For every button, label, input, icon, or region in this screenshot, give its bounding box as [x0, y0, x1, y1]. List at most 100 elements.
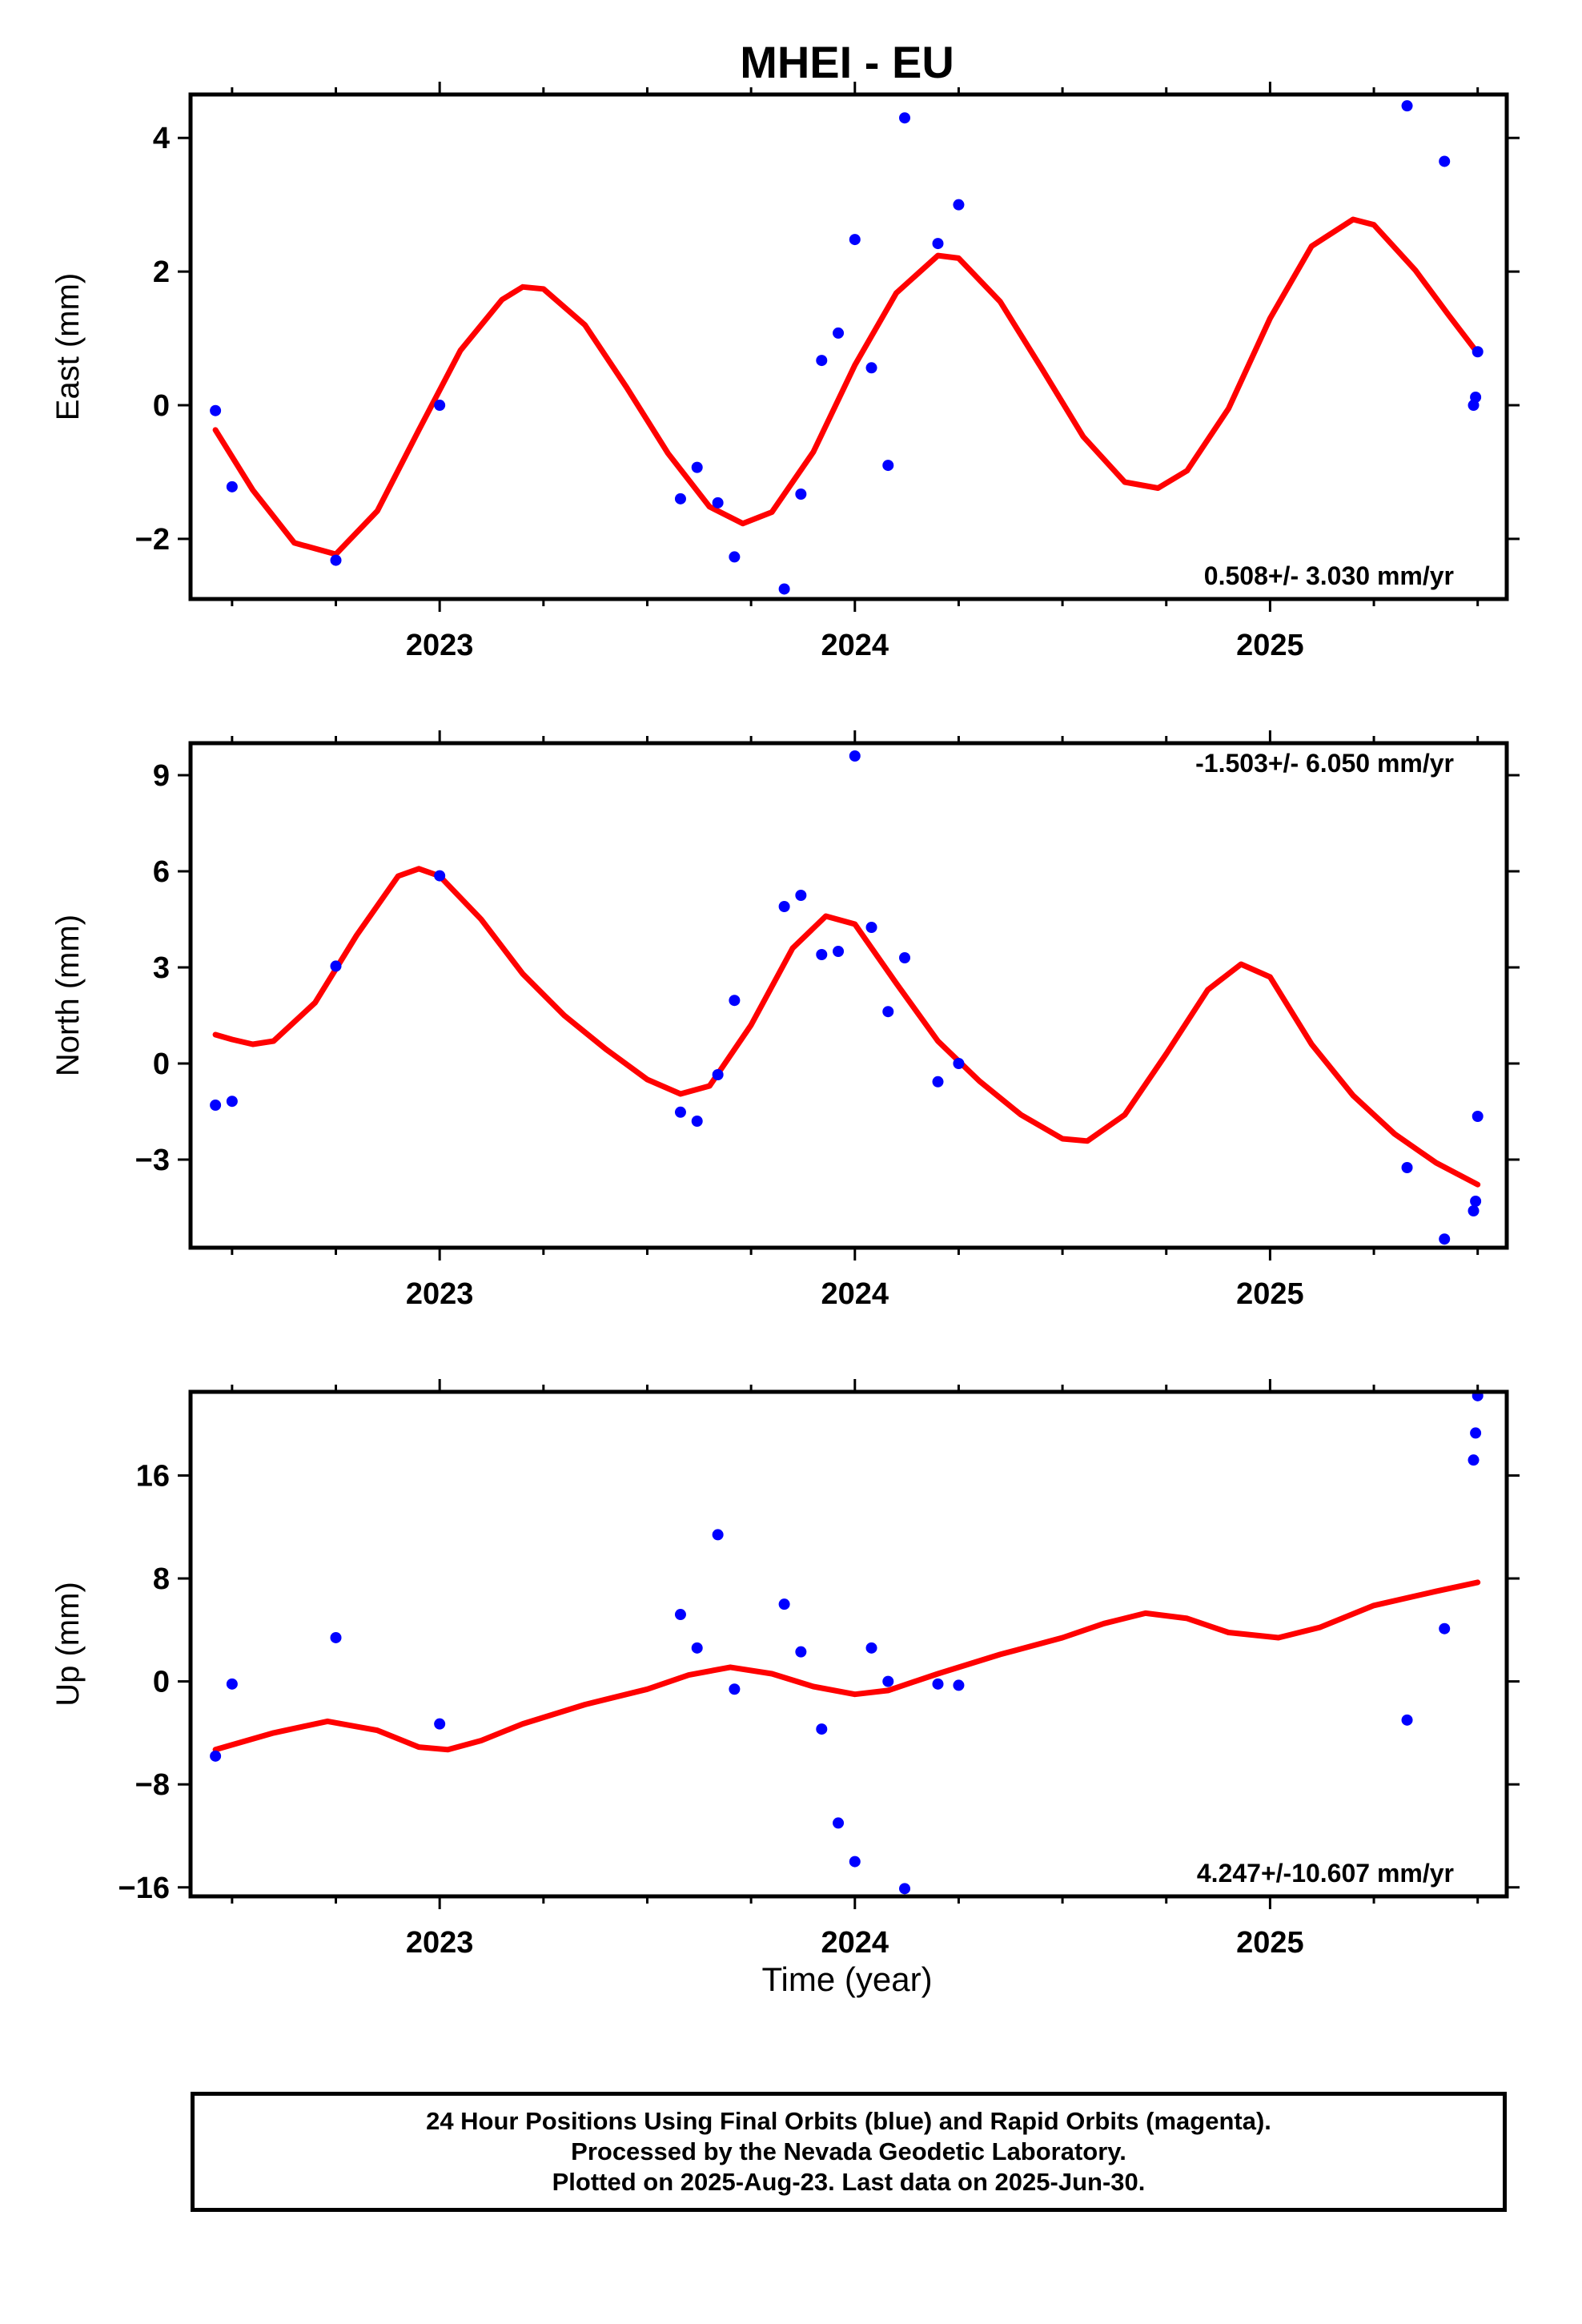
- north-plot-area: [210, 750, 1484, 1245]
- north-data-point: [865, 922, 877, 933]
- north-data-point: [674, 1106, 686, 1118]
- east-fit-curve: [212, 216, 1481, 557]
- east-data-point: [1472, 346, 1484, 358]
- up-y-tick-label: 8: [153, 1562, 170, 1596]
- up-data-point: [1401, 1714, 1413, 1726]
- up-data-point: [729, 1683, 741, 1695]
- north-frame: [188, 741, 1509, 1250]
- east-data-point: [882, 460, 894, 472]
- north-data-point: [778, 901, 790, 912]
- north-data-point: [434, 870, 446, 882]
- east-data-point: [816, 355, 828, 367]
- north-y-tick-label: 3: [153, 951, 170, 985]
- east-data-point: [434, 400, 446, 412]
- east-data-point: [729, 551, 741, 563]
- footer-line-1: 24 Hour Positions Using Final Orbits (bl…: [426, 2107, 1271, 2135]
- up-y-tick-label: 16: [136, 1459, 170, 1493]
- east-plot-area: [210, 100, 1484, 595]
- north-data-point: [1401, 1162, 1413, 1173]
- north-data-point: [210, 1100, 222, 1111]
- north-y-tick-label: 9: [153, 759, 170, 793]
- up-x-tick-label: 2023: [406, 1926, 474, 1960]
- east-data-point: [1470, 392, 1482, 403]
- east-y-tick-label: 0: [153, 389, 170, 423]
- north-y-tick-label: 6: [153, 855, 170, 889]
- east-y-tick-label: 4: [153, 122, 170, 155]
- east-data-point: [849, 234, 861, 246]
- up-data-point: [816, 1723, 828, 1735]
- east-data-point: [795, 488, 807, 500]
- up-data-point: [691, 1642, 703, 1654]
- north-data-point: [1439, 1233, 1451, 1245]
- north-data-point: [1470, 1196, 1482, 1207]
- up-y-tick-label: −8: [135, 1768, 170, 1802]
- up-data-point: [882, 1675, 894, 1687]
- east-data-point: [778, 583, 790, 595]
- east-y-tick-label: 2: [153, 255, 170, 289]
- up-frame: [188, 1389, 1509, 1899]
- up-data-point: [932, 1678, 944, 1690]
- north-data-point: [953, 1058, 965, 1069]
- footer-caption: 24 Hour Positions Using Final Orbits (bl…: [191, 2092, 1507, 2212]
- north-data-point: [691, 1116, 703, 1127]
- east-data-point: [899, 112, 911, 124]
- up-data-point: [865, 1642, 877, 1654]
- north-data-point: [795, 890, 807, 901]
- east-data-point: [1439, 155, 1451, 167]
- up-data-point: [1468, 1454, 1480, 1466]
- up-rate-label: 4.247+/-10.607 mm/yr: [1197, 1859, 1454, 1888]
- east-data-point: [865, 362, 877, 374]
- up-fit-curve: [212, 1579, 1481, 1753]
- north-x-tick-label: 2024: [821, 1277, 889, 1311]
- up-data-point: [1472, 1392, 1484, 1401]
- north-data-point: [729, 995, 741, 1007]
- up-data-point: [953, 1679, 965, 1691]
- up-plot-area: [210, 1392, 1484, 1895]
- north-x-tick-label: 2023: [406, 1277, 474, 1311]
- east-data-point: [833, 327, 845, 339]
- east-y-axis-label: East (mm): [50, 273, 86, 420]
- footer-line-2: Processed by the Nevada Geodetic Laborat…: [571, 2137, 1126, 2165]
- north-y-tick-label: 0: [153, 1047, 170, 1081]
- north-data-point: [712, 1069, 724, 1080]
- north-data-point: [816, 949, 828, 960]
- up-data-point: [674, 1609, 686, 1621]
- east-data-point: [210, 404, 222, 416]
- up-panel: 2023 2024 2025 −16 −8 0 8 16 Up (mm) 4.247+/-10.6…: [50, 1379, 1520, 1960]
- north-data-point: [330, 960, 342, 972]
- north-fit-curve: [212, 866, 1481, 1188]
- north-data-point: [1472, 1111, 1484, 1122]
- up-data-point: [712, 1529, 724, 1541]
- up-data-point: [330, 1631, 342, 1643]
- up-data-point: [434, 1718, 446, 1730]
- up-x-tick-label: 2025: [1236, 1926, 1304, 1960]
- up-data-point: [778, 1598, 790, 1610]
- up-data-point: [849, 1856, 861, 1868]
- footer-line-3: Plotted on 2025-Aug-23. Last data on 202…: [552, 2168, 1146, 2196]
- up-y-axis-label: Up (mm): [50, 1582, 86, 1707]
- up-x-tick-label: 2024: [821, 1926, 889, 1960]
- east-data-point: [712, 497, 724, 509]
- east-data-point: [1401, 100, 1413, 112]
- east-data-point: [932, 238, 944, 250]
- north-data-point: [226, 1096, 238, 1108]
- east-data-point: [226, 480, 238, 493]
- east-x-tick-label: 2024: [821, 629, 889, 662]
- up-data-point: [833, 1817, 845, 1829]
- east-data-point: [691, 461, 703, 473]
- north-data-point: [899, 952, 911, 963]
- north-data-point: [849, 750, 861, 762]
- north-data-point: [833, 946, 845, 957]
- up-data-point: [795, 1646, 807, 1658]
- east-panel: 2023 2024 2025 −2 0 2 4 East (mm) 0.508+/- 3.030…: [50, 82, 1520, 662]
- north-data-point: [1468, 1205, 1480, 1216]
- east-data-point: [674, 493, 686, 505]
- up-y-tick-label: −16: [118, 1872, 170, 1905]
- east-data-point: [953, 199, 965, 211]
- east-data-point: [330, 554, 342, 566]
- up-y-tick-label: 0: [153, 1666, 170, 1699]
- x-axis-label: Time (year): [761, 1960, 932, 1998]
- east-frame: [188, 92, 1509, 601]
- north-data-point: [882, 1006, 894, 1018]
